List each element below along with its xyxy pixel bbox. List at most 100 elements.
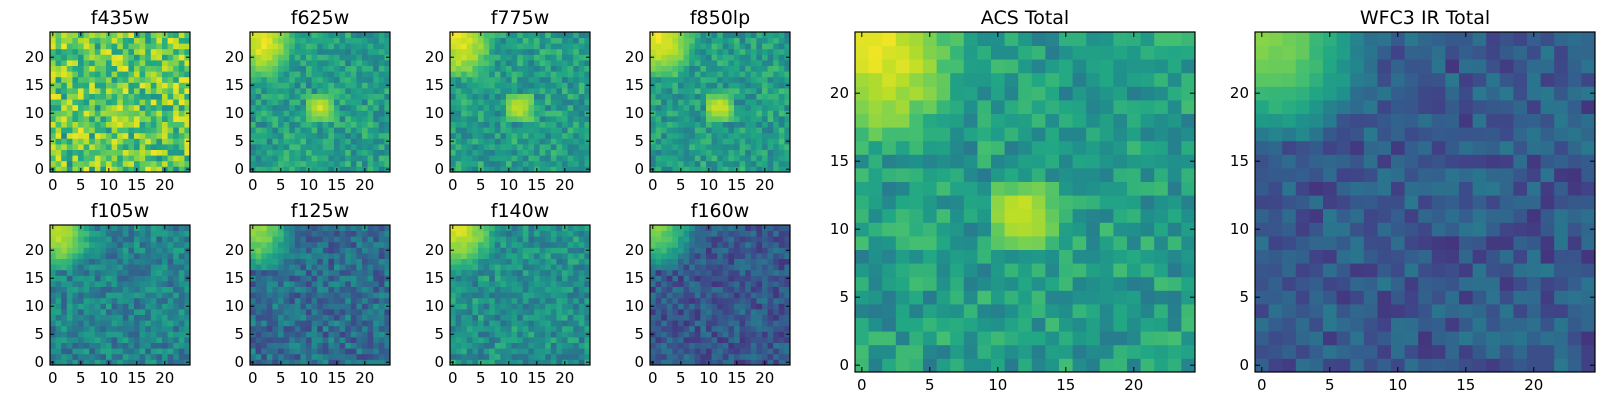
heatmap-cell (122, 253, 129, 259)
heatmap-cell (455, 331, 462, 338)
heatmap-cell (517, 82, 524, 89)
heatmap-cell (345, 138, 352, 145)
heatmap-cell (494, 359, 501, 366)
heatmap-cell (711, 160, 718, 167)
heatmap-cell (306, 297, 312, 304)
heatmap-cell (683, 65, 690, 72)
heatmap-cell (294, 48, 301, 55)
heatmap-cell (556, 230, 563, 237)
heatmap-cell (511, 155, 518, 162)
heatmap-cell (72, 275, 79, 282)
heatmap-cell (573, 127, 580, 134)
y-tick-label: 15 (225, 76, 244, 94)
heatmap-cell (61, 320, 68, 327)
heatmap-cell (162, 37, 168, 44)
heatmap-cell (350, 82, 357, 89)
heatmap-cell (373, 104, 380, 111)
heatmap-cell (500, 241, 507, 248)
heatmap-cell (162, 303, 168, 310)
heatmap-cell (66, 236, 73, 243)
heatmap-cell (506, 132, 512, 139)
heatmap-cell (767, 116, 774, 122)
heatmap-cell (173, 88, 180, 94)
heatmap-cell (461, 37, 468, 44)
heatmap-cell (384, 281, 391, 287)
heatmap-cell (184, 297, 191, 304)
heatmap-cell (573, 104, 580, 111)
heatmap-cell (300, 297, 307, 304)
heatmap-cell (556, 93, 563, 100)
heatmap-cell (573, 236, 580, 243)
heatmap-cell (567, 149, 574, 156)
heatmap-cell (145, 281, 152, 287)
heatmap-cell (700, 281, 707, 287)
heatmap-cell (311, 241, 318, 248)
heatmap-cell (756, 337, 763, 343)
heatmap-cell (672, 160, 679, 167)
heatmap-cell (255, 286, 262, 293)
heatmap-cell (300, 236, 307, 243)
heatmap-cell (150, 286, 157, 293)
heatmap-cell (78, 144, 84, 150)
heatmap-cell (450, 71, 456, 78)
heatmap-cell (117, 54, 124, 61)
heatmap-cell (461, 309, 468, 315)
panel-title: f140w (491, 200, 550, 222)
heatmap-cell (489, 144, 496, 150)
heatmap-cell (373, 337, 380, 343)
heatmap-cell (706, 60, 712, 66)
heatmap-cell (517, 54, 524, 61)
heatmap-cell (739, 342, 746, 349)
heatmap-cell (61, 342, 68, 349)
heatmap-cell (345, 43, 352, 50)
heatmap-cell (150, 138, 157, 145)
heatmap-cell (94, 43, 101, 50)
heatmap-cell (111, 116, 118, 122)
heatmap-cell (322, 269, 329, 276)
heatmap-cell (550, 348, 557, 355)
heatmap-cell (373, 258, 380, 265)
heatmap-cell (334, 132, 340, 139)
heatmap-cell (289, 37, 296, 44)
heatmap-cell (711, 342, 718, 349)
heatmap-cell (567, 110, 574, 117)
heatmap-cell (734, 348, 740, 355)
heatmap-cell (300, 138, 307, 145)
heatmap-cell (650, 342, 656, 349)
heatmap-cell (373, 225, 380, 231)
heatmap-cell (528, 253, 535, 259)
heatmap-cell (694, 160, 701, 167)
heatmap-cell (300, 359, 307, 366)
heatmap-cell (350, 144, 357, 150)
heatmap-cell (156, 71, 163, 78)
heatmap-cell (50, 121, 56, 128)
heatmap-cell (745, 359, 752, 366)
heatmap-cell (745, 138, 752, 145)
heatmap-cell (734, 292, 740, 299)
heatmap-cell (66, 93, 73, 100)
heatmap-cell (717, 88, 724, 94)
heatmap-cell (778, 99, 785, 106)
heatmap-cell (650, 116, 656, 122)
heatmap-cell (356, 236, 363, 243)
heatmap-cell (750, 144, 757, 150)
heatmap-cell (50, 71, 56, 78)
heatmap-cell (55, 93, 62, 100)
heatmap-cell (367, 348, 374, 355)
y-tick-label: 20 (25, 48, 44, 66)
heatmap-cell (145, 65, 152, 72)
heatmap-cell (117, 155, 124, 162)
heatmap-cell (683, 116, 690, 122)
heatmap-cell (173, 93, 180, 100)
heatmap-cell (773, 71, 780, 78)
heatmap-cell (339, 132, 346, 139)
heatmap-cell (767, 43, 774, 50)
x-tick-label: 20 (355, 369, 374, 387)
heatmap-cell (134, 76, 140, 83)
heatmap-cell (534, 149, 540, 156)
heatmap-cell (672, 88, 679, 94)
heatmap-cell (134, 269, 140, 276)
heatmap-cell (122, 155, 129, 162)
heatmap-cell (567, 314, 574, 321)
heatmap-cell (694, 342, 701, 349)
